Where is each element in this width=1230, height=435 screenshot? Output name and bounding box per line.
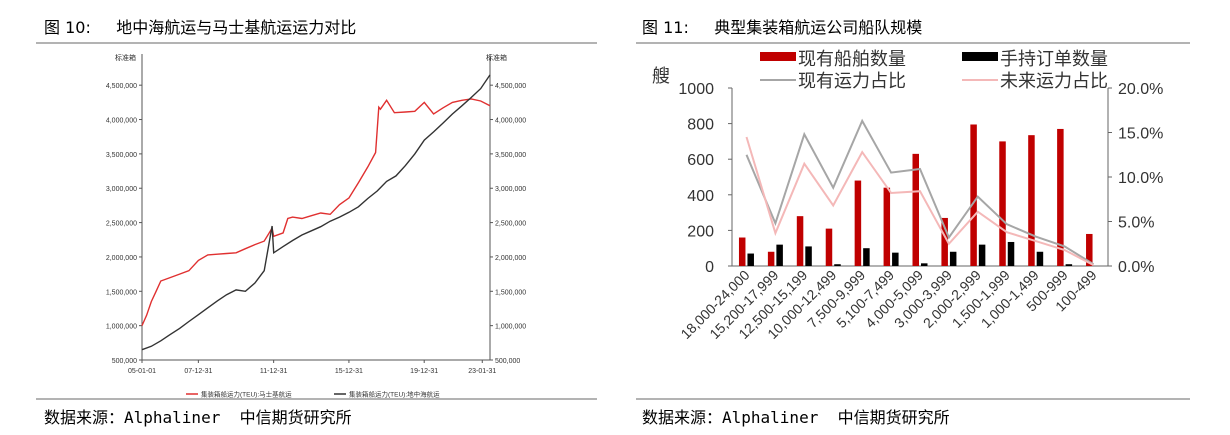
left-y-tick-label: 4,500,000	[106, 83, 137, 90]
right-bar-0	[912, 153, 919, 266]
left-y2-tick-label: 3,500,000	[495, 152, 526, 159]
left-y2-tick-label: 2,500,000	[495, 221, 526, 228]
right-bar-0	[999, 141, 1006, 266]
left-source-note: 数据来源：Alphaliner 中信期货研究所	[44, 408, 352, 427]
right-y-tick-label: 1000	[678, 81, 714, 98]
right-legend-label-0: 现有船舶数量	[798, 49, 906, 69]
left-source-rule	[36, 398, 597, 400]
left-y-tick-label: 500,000	[112, 358, 137, 365]
right-bar-1	[1007, 241, 1015, 266]
right-combo-chart: 艘 0 200 400 600 800 1000 0.0% 5.0% 10.0% 15.0% 20.0…	[652, 49, 1163, 342]
right-bar-0	[767, 251, 775, 266]
right-bar-1	[892, 252, 899, 266]
left-y-unit-label: 标准箱	[115, 53, 136, 62]
left-x-tick-label: 23-01-31	[468, 368, 496, 375]
left-legend-label-1: 集装箱船运力(TEU):地中海航运	[349, 390, 440, 399]
right-y-tick-label: 200	[687, 223, 714, 240]
right-series-line-3	[745, 136, 1094, 266]
left-x-tick-label: 07-12-31	[184, 368, 212, 375]
right-y2-tick-label: 0.0%	[1118, 259, 1154, 276]
right-bar-0	[796, 216, 804, 266]
left-x-tick-label: 19-12-31	[410, 368, 438, 375]
left-series-line-1	[141, 74, 491, 351]
right-source-rule	[636, 398, 1190, 400]
left-y-tick-label: 4,000,000	[106, 118, 137, 125]
right-title-rule	[636, 42, 1190, 44]
right-y2-tick-label: 5.0%	[1118, 215, 1154, 232]
left-y-tick-label: 1,000,000	[106, 324, 137, 331]
right-y-tick-label: 800	[687, 117, 714, 134]
right-bar-1	[747, 253, 754, 266]
left-y2-unit-label: 标准箱	[486, 53, 507, 62]
right-bar-0	[941, 217, 948, 266]
right-legend-swatch-1	[962, 52, 998, 61]
left-y2-tick-label: 4,500,000	[495, 83, 526, 90]
right-y2-tick-label: 10.0%	[1118, 170, 1163, 187]
right-bar-1	[921, 263, 928, 266]
left-y2-tick-label: 1,000,000	[495, 324, 526, 331]
right-y-tick-label: 400	[687, 188, 714, 205]
right-series-line-2	[745, 118, 1095, 266]
right-y2-tick-label: 15.0%	[1118, 126, 1163, 143]
right-bar-1	[776, 244, 783, 266]
left-legend-label-0: 集装箱船运力(TEU):马士基航运	[201, 390, 292, 399]
left-y2-tick-label: 3,000,000	[495, 186, 526, 193]
right-legend-label-2: 现有运力占比	[798, 71, 906, 91]
left-series-line-0	[141, 98, 491, 326]
right-y-tick-label: 600	[687, 152, 714, 169]
right-legend-swatch-0	[760, 52, 796, 61]
left-y-tick-label: 2,000,000	[106, 255, 137, 262]
left-y2-tick-label: 4,000,000	[495, 118, 526, 125]
left-y-tick-label: 1,500,000	[106, 289, 137, 296]
left-title-rule	[36, 42, 597, 44]
right-bar-1	[978, 244, 986, 266]
left-figure-panel: 图 10: 地中海航运与马士基航运运力对比 标准箱 标准箱 500,000 500,0…	[0, 0, 605, 435]
left-figure-title: 图 10: 地中海航运与马士基航运运力对比	[44, 18, 357, 37]
right-bar-0	[825, 228, 833, 266]
right-bar-0	[1057, 128, 1064, 266]
right-y-axis-title: 艘	[652, 66, 670, 86]
right-y-tick-label: 0	[705, 259, 714, 276]
right-bar-1	[1036, 251, 1044, 266]
right-bar-1	[863, 248, 870, 266]
left-y2-tick-label: 2,000,000	[495, 255, 526, 262]
right-figure-panel: 图 11: 典型集装箱航运公司船队规模 艘 0 200 400 600 800 1000 0.…	[632, 0, 1230, 435]
right-source-note: 数据来源：Alphaliner 中信期货研究所	[642, 408, 950, 427]
right-bar-1	[805, 246, 812, 266]
right-bar-0	[1028, 135, 1035, 266]
left-y2-tick-label: 1,500,000	[495, 289, 526, 296]
left-y-tick-label: 2,500,000	[106, 221, 137, 228]
left-x-tick-label: 15-12-31	[335, 368, 363, 375]
right-bar-0	[854, 180, 862, 266]
left-y2-tick-label: 500,000	[495, 358, 520, 365]
right-bar-0	[970, 124, 977, 267]
right-bar-0	[738, 237, 746, 266]
right-bar-0	[883, 187, 891, 266]
right-bar-1	[1065, 264, 1073, 266]
right-bar-1	[834, 264, 841, 266]
right-legend-label-1: 手持订单数量	[1000, 49, 1108, 69]
right-figure-title: 图 11: 典型集装箱航运公司船队规模	[642, 18, 923, 37]
right-legend-label-3: 未来运力占比	[1000, 71, 1108, 91]
left-line-chart: 标准箱 标准箱 500,000 500,000 1,000,000 1,000,000 1,…	[100, 44, 540, 400]
left-x-tick-label: 11-12-31	[260, 368, 288, 375]
left-y-tick-label: 3,500,000	[106, 152, 137, 159]
left-y-tick-label: 3,000,000	[106, 186, 137, 193]
right-bar-1	[949, 251, 957, 266]
right-y2-tick-label: 20.0%	[1118, 81, 1163, 98]
left-x-tick-label: 05-01-01	[128, 368, 156, 375]
right-bar-0	[1086, 233, 1093, 266]
left-plot-background	[100, 44, 540, 400]
